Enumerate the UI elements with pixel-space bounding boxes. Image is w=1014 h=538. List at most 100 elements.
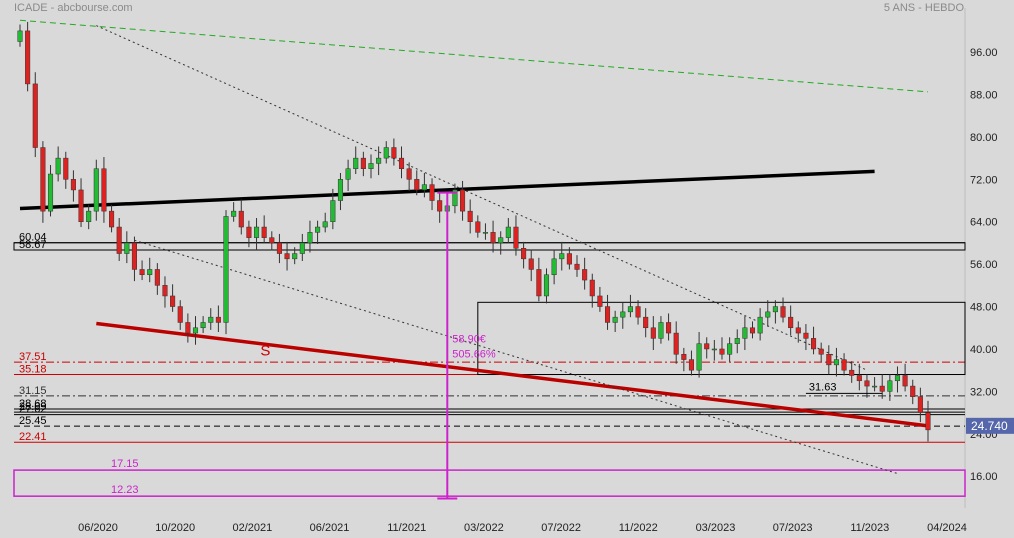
candle-body [521, 247, 527, 260]
candle-body [25, 30, 31, 85]
candle-body [315, 226, 321, 233]
candle-body [734, 338, 740, 344]
y-tick-label: 16.00 [970, 471, 998, 483]
candle-body [101, 168, 107, 212]
x-tick-label: 11/2022 [619, 522, 658, 534]
candle-body [658, 322, 664, 339]
candle-body [353, 157, 359, 169]
candle-body [856, 375, 862, 382]
candle-body [681, 354, 687, 360]
x-tick-label: 03/2022 [464, 522, 504, 534]
candle-body [185, 322, 191, 334]
candle-body [612, 316, 618, 323]
candle-body [292, 253, 298, 260]
trendline-upper-green [19, 19, 929, 93]
candle-body [192, 327, 199, 334]
candle-body [406, 168, 412, 180]
candle-body [688, 359, 695, 371]
candle-body [299, 242, 305, 254]
support-s-label: S [260, 342, 270, 359]
candle-body [841, 359, 847, 371]
range-box [477, 301, 966, 376]
candle-body [93, 168, 99, 212]
candle-body [528, 258, 534, 270]
candle-body [86, 210, 92, 222]
candle-body [284, 253, 290, 260]
candle-body [269, 237, 275, 244]
candle-body [795, 327, 801, 334]
candle-body [711, 348, 717, 351]
candle-body [170, 295, 176, 307]
candle-body [330, 200, 336, 222]
chart-title: ICADE - abcbourse.com [14, 2, 133, 14]
candle-body [910, 385, 916, 397]
level-label: 58.67 [19, 239, 47, 251]
candle-body [574, 263, 580, 270]
x-tick-label: 03/2023 [696, 522, 736, 534]
candle-body [231, 210, 237, 217]
candle-body [551, 258, 557, 276]
zone-low-label: 12.23 [111, 484, 139, 496]
candle-body [925, 412, 931, 431]
candle-body [627, 306, 633, 313]
x-tick-label: 02/2021 [232, 522, 272, 534]
candle-body [864, 380, 870, 387]
candle-body [368, 163, 374, 169]
candle-body [917, 396, 923, 413]
level-label: 31.15 [19, 385, 47, 397]
level-label: 35.18 [19, 364, 47, 376]
candle-body [47, 173, 54, 212]
range-high-label: 58.90€ [452, 334, 486, 346]
level-label: 60.04 [19, 232, 47, 244]
candle-body [109, 210, 115, 228]
y-tick-label: 88.00 [970, 90, 998, 102]
candle-body [482, 232, 488, 234]
trendline-support-red [96, 321, 929, 428]
candle-body [749, 327, 756, 334]
candle-body [116, 226, 122, 254]
candle-body [635, 306, 641, 318]
y-tick-label: 72.00 [970, 174, 998, 186]
candle-body [559, 253, 565, 260]
last-price-tag [966, 417, 1014, 434]
candle-body [566, 253, 572, 265]
candle-body [833, 359, 839, 366]
candle-body [757, 316, 763, 334]
y-tick-label: 32.00 [970, 386, 998, 398]
candle-body [78, 189, 84, 222]
candle-body [597, 295, 603, 307]
last-price-label: 24.740 [971, 419, 1008, 433]
candle-body [772, 306, 778, 313]
candle-body [307, 232, 313, 244]
candle-body [719, 348, 725, 355]
candle-body [872, 385, 878, 388]
candle-body [650, 327, 656, 339]
candle-body [505, 226, 511, 238]
candle-body [261, 226, 267, 238]
candle-body [139, 269, 145, 276]
level-label: 25.45 [19, 415, 47, 427]
candle-body [452, 189, 458, 207]
candle-body [63, 157, 69, 180]
candle-body [543, 274, 550, 297]
candle-body [147, 269, 153, 276]
trendline-channel-top-dotted [96, 25, 868, 371]
candle-body [894, 375, 901, 382]
y-tick-label: 80.00 [970, 132, 998, 144]
candle-body [490, 232, 496, 244]
chart-period: 5 ANS - HEBDO [883, 2, 964, 14]
candle-body [620, 311, 626, 318]
candle-body [696, 343, 702, 371]
candle-body [803, 332, 809, 339]
candle-body [55, 157, 61, 175]
candle-body [826, 354, 832, 366]
candle-body [200, 322, 206, 329]
candle-body [498, 237, 504, 244]
candle-body [666, 322, 672, 334]
candle-body [902, 375, 908, 387]
x-tick-label: 06/2020 [78, 522, 118, 534]
candle-body [780, 306, 786, 318]
candle-body [818, 348, 824, 355]
